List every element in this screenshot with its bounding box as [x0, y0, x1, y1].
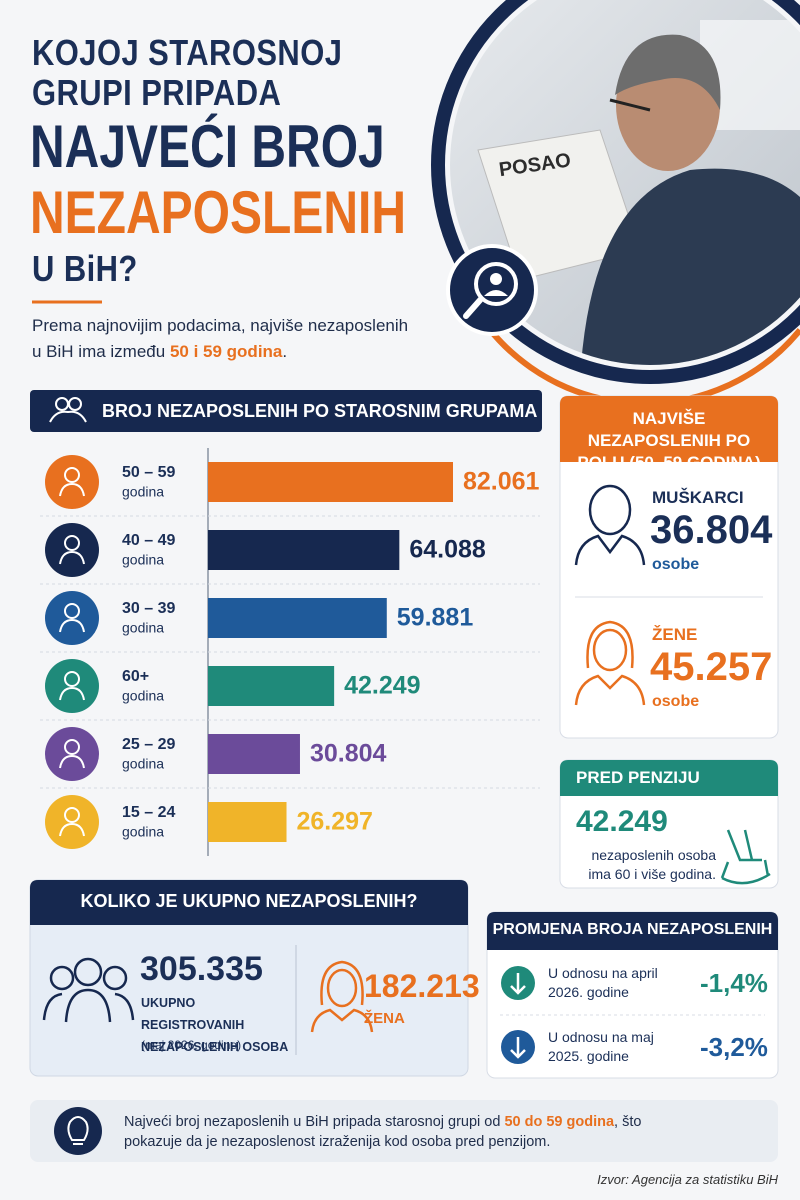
note-text: Najveći broj nezaposlenih u BiH pripada …	[124, 1114, 501, 1130]
category-unit: godina	[122, 688, 164, 704]
pension-header	[560, 760, 778, 796]
bar	[208, 734, 300, 774]
search-icon	[463, 296, 484, 319]
category-unit: godina	[122, 484, 164, 500]
age-icon	[64, 467, 80, 483]
change-header	[487, 912, 778, 950]
total-value: 305.335	[140, 950, 263, 988]
category-label: 30 – 39	[122, 600, 175, 617]
source: Izvor: Agencija za statistiku BiH	[597, 1172, 778, 1187]
pension-title: PRED PENZIJU	[576, 768, 700, 787]
intro-text: Prema najnovijim podacima, najviše nezap…	[32, 316, 409, 361]
chart-header	[30, 390, 542, 432]
category-unit: godina	[122, 756, 164, 772]
value-label: 82.061	[463, 468, 540, 496]
bar	[208, 598, 387, 638]
photo	[450, 0, 800, 365]
gender-title: NAJVIŠE NEZAPOSLENIH PO POLU (50–59 GODI…	[577, 409, 761, 472]
header-icon	[49, 397, 87, 423]
bar	[208, 530, 400, 570]
age-icon	[64, 739, 80, 755]
value-label: 64.088	[409, 536, 486, 564]
down-icon	[510, 973, 526, 995]
women-label: ŽENA	[364, 1010, 405, 1027]
change-label: U odnosu na maj 2025. godine	[548, 1029, 654, 1064]
age-icon	[59, 618, 85, 633]
bulb-icon	[67, 1116, 89, 1145]
age-icon	[64, 535, 80, 551]
category-label: 60+	[122, 668, 149, 685]
category-unit: godina	[122, 824, 164, 840]
pension-text: nezaposlenih osoba ima 60 i više godina.	[588, 847, 716, 882]
title-line: KOJOJ STAROSNOJ	[32, 32, 343, 73]
age-icon	[59, 550, 85, 565]
bar	[208, 462, 453, 502]
change-value: -1,4%	[700, 968, 768, 998]
age-icon	[64, 603, 80, 619]
value-label: 42.249	[344, 672, 420, 700]
chair-icon	[720, 829, 771, 885]
age-icon	[59, 686, 85, 701]
total-label: UKUPNO REGISTROVANIH NEZAPOSLENIH OSOBA	[141, 996, 289, 1054]
change-value: -3,2%	[700, 1032, 768, 1062]
intro: Prema najnovijim podacima, najviše nezap…	[32, 313, 422, 365]
value-label: 59.881	[397, 604, 474, 632]
total-header	[30, 880, 468, 925]
category-label: 25 – 29	[122, 736, 175, 753]
category-unit: godina	[122, 552, 164, 568]
age-icon	[59, 482, 85, 497]
title-line: GRUPI PRIPADA	[32, 72, 282, 113]
change-label: U odnosu na april 2026. godine	[548, 965, 658, 1000]
intro-end: .	[282, 342, 288, 361]
age-icon	[59, 754, 85, 769]
footer-note: Najveći broj nezaposlenih u BiH pripada …	[124, 1112, 684, 1152]
gender-label: MUŠKARCI	[652, 488, 744, 507]
bar	[208, 666, 335, 706]
photo-frame	[431, 0, 800, 384]
footer-panel	[30, 1100, 778, 1162]
man-icon	[574, 484, 646, 566]
age-icon	[64, 807, 80, 823]
gender-header	[560, 396, 778, 462]
group-icon	[42, 957, 135, 1023]
bulb-icon	[54, 1107, 102, 1155]
note-highlight: 50 do 59 godina	[504, 1114, 615, 1130]
search-icon	[490, 273, 502, 285]
gender-unit: osobe	[652, 556, 700, 573]
category-label: 40 – 49	[122, 532, 175, 549]
category-unit: godina	[122, 620, 164, 636]
note-end: , što pokazuje da je nezaposlenost izraž…	[124, 1114, 642, 1150]
pension-value: 42.249	[576, 805, 668, 838]
bar-chart: 50 – 59 godina 82.061 40 – 49 godina 64.088 30…	[40, 448, 540, 856]
down-icon	[510, 1037, 526, 1059]
woman-icon	[574, 620, 646, 706]
age-icon	[59, 822, 85, 837]
category-label: 50 – 59	[122, 464, 175, 481]
search-icon	[474, 262, 518, 306]
search-icon	[484, 290, 508, 296]
gender-unit: osobe	[652, 693, 700, 710]
value-label: 30.804	[310, 740, 387, 768]
search-icon	[446, 244, 538, 336]
change-title: PROMJENA BROJA NEZAPOSLENIH	[492, 921, 773, 938]
age-icon	[64, 671, 80, 687]
title-line: NAJVEĆI BROJ	[30, 113, 385, 180]
gender-label: ŽENE	[652, 625, 698, 644]
bar	[208, 802, 287, 842]
chart-title: BROJ NEZAPOSLENIH PO STAROSNIM GRUPAMA	[102, 401, 538, 421]
gender-value: 45.257	[650, 645, 773, 689]
intro-highlight: 50 i 59 godina	[169, 342, 283, 361]
women-value: 182.213	[364, 968, 480, 1004]
title-line: U BiH?	[32, 248, 138, 289]
gender-value: 36.804	[650, 508, 773, 552]
title-line: NEZAPOSLENIH	[30, 179, 407, 246]
total-date: (maj 2026. godine)	[141, 1038, 242, 1052]
woman-icon	[310, 960, 374, 1033]
total-title: KOLIKO JE UKUPNO NEZAPOSLENIH?	[80, 891, 418, 911]
value-label: 26.297	[297, 808, 373, 836]
category-label: 15 – 24	[122, 804, 175, 821]
